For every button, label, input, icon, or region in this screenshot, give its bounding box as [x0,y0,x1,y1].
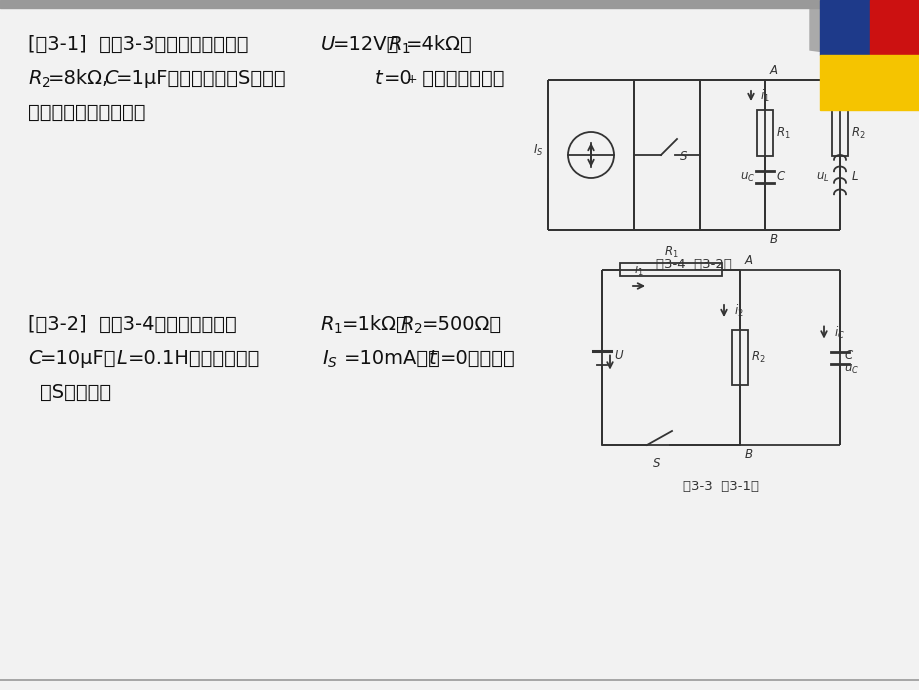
Text: $B$: $B$ [768,233,777,246]
Text: $u_L$: $u_L$ [815,170,829,184]
Text: =12V，: =12V， [333,35,399,54]
Text: 及电容电压的初始值。: 及电容电压的初始值。 [28,103,145,122]
Text: =10μF，: =10μF， [40,349,117,368]
Text: =1kΩ，: =1kΩ， [342,315,408,334]
Text: [例3-1]  如图3-3所示电路，设已知: [例3-1] 如图3-3所示电路，设已知 [28,35,248,54]
Text: $A$: $A$ [768,64,778,77]
Bar [0,0,919,8]
Text: $B$: $B$ [743,448,753,461]
Bar [619,264,721,277]
Text: $R_1$: $R_1$ [775,126,789,141]
Bar [869,55,919,110]
Text: $I_S$: $I_S$ [322,349,337,371]
Text: $C$: $C$ [28,349,43,368]
Bar [732,330,747,385]
Text: $U$: $U$ [320,35,335,54]
Text: =0.1H，电流源电流: =0.1H，电流源电流 [128,349,260,368]
Polygon shape [809,0,919,65]
Text: $u_C$: $u_C$ [739,170,754,184]
Text: $R_2$: $R_2$ [750,350,765,365]
Text: =10mA，在: =10mA，在 [344,349,440,368]
Text: $u_C$: $u_C$ [843,363,858,376]
Text: $S$: $S$ [652,457,661,470]
Bar [819,55,869,110]
Text: =8kΩ,: =8kΩ, [48,69,109,88]
Text: $I_S$: $I_S$ [532,142,542,157]
Text: $i_2$: $i_2$ [733,303,743,319]
Text: $i_1$: $i_1$ [759,88,769,104]
Text: [例3-2]  如图3-4所示电路，已知: [例3-2] 如图3-4所示电路，已知 [28,315,236,334]
Text: $L$: $L$ [116,349,128,368]
Text: =4kΩ，: =4kΩ， [405,35,472,54]
Text: 图3-3  例3-1图: 图3-3 例3-1图 [682,480,758,493]
Text: $R_2$: $R_2$ [400,315,423,336]
Text: =500Ω，: =500Ω， [422,315,502,334]
Bar [819,0,869,55]
Text: $C$: $C$ [843,349,853,362]
Bar [756,110,772,156]
Text: （S）拉开。: （S）拉开。 [40,383,111,402]
Text: $t$: $t$ [374,69,384,88]
Text: $R_1$: $R_1$ [388,35,411,57]
Text: $S$: $S$ [678,150,687,164]
Text: $R_1$: $R_1$ [320,315,343,336]
Text: 时，各支路电流: 时，各支路电流 [415,69,504,88]
Text: $i_C$: $i_C$ [834,324,844,341]
Bar [869,0,919,55]
Text: +: + [406,73,417,86]
Text: $C$: $C$ [104,69,119,88]
Text: =1μF。求：当开关S闭合后: =1μF。求：当开关S闭合后 [116,69,287,88]
Text: $C$: $C$ [775,170,786,184]
Text: $L$: $L$ [850,170,858,184]
Text: $R_2$: $R_2$ [850,126,865,141]
Text: $i_2$: $i_2$ [834,88,844,104]
Text: =0时将开关: =0时将开关 [439,349,516,368]
Text: $A$: $A$ [743,254,753,267]
Text: $i_1$: $i_1$ [633,262,643,278]
Text: $R_1$: $R_1$ [663,245,677,260]
Text: 图3-4  例3-2图: 图3-4 例3-2图 [655,258,732,271]
Text: $R_2$: $R_2$ [28,69,51,90]
Text: $U$: $U$ [613,349,624,362]
Bar [831,110,847,156]
Text: =0: =0 [383,69,413,88]
Text: $t$: $t$ [427,349,437,368]
